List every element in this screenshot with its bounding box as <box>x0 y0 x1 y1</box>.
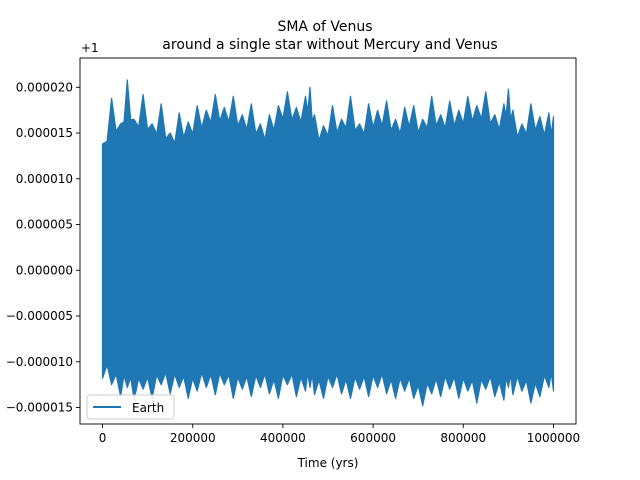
y-offset-label: +1 <box>81 41 99 55</box>
x-axis-label: Time (yrs) <box>297 456 359 470</box>
series-layer <box>101 79 555 407</box>
y-axis: −0.000015 −0.000010 −0.000005 0.000000 0.000… <box>6 80 80 415</box>
x-axis: 0 200000 400000 600000 800000 1000000 <box>99 424 580 445</box>
y-tick-label: 0.000000 <box>16 263 73 277</box>
x-tick-label: 600000 <box>350 431 396 445</box>
legend-entry-earth: Earth <box>132 401 164 415</box>
legend-box <box>86 394 175 420</box>
x-tick-label: 800000 <box>440 431 486 445</box>
y-tick-label: −0.000010 <box>6 355 73 369</box>
x-tick-label: 400000 <box>260 431 306 445</box>
y-tick-label: 0.000010 <box>16 172 73 186</box>
chart-title-line1: SMA of Venus <box>277 19 372 35</box>
series-band-earth <box>101 79 555 407</box>
y-tick-label: −0.000015 <box>6 401 73 415</box>
y-tick-label: 0.000015 <box>16 126 73 140</box>
chart-title-line2: around a single star without Mercury and… <box>162 37 497 53</box>
y-tick-label: −0.000005 <box>6 309 73 323</box>
legend: Earth <box>86 394 175 420</box>
x-tick-label: 1000000 <box>527 431 580 445</box>
y-tick-label: 0.000020 <box>16 80 73 94</box>
plot-frame <box>79 57 577 425</box>
x-tick-label: 0 <box>99 431 107 445</box>
x-tick-label: 200000 <box>170 431 216 445</box>
y-tick-label: 0.000005 <box>16 218 73 232</box>
